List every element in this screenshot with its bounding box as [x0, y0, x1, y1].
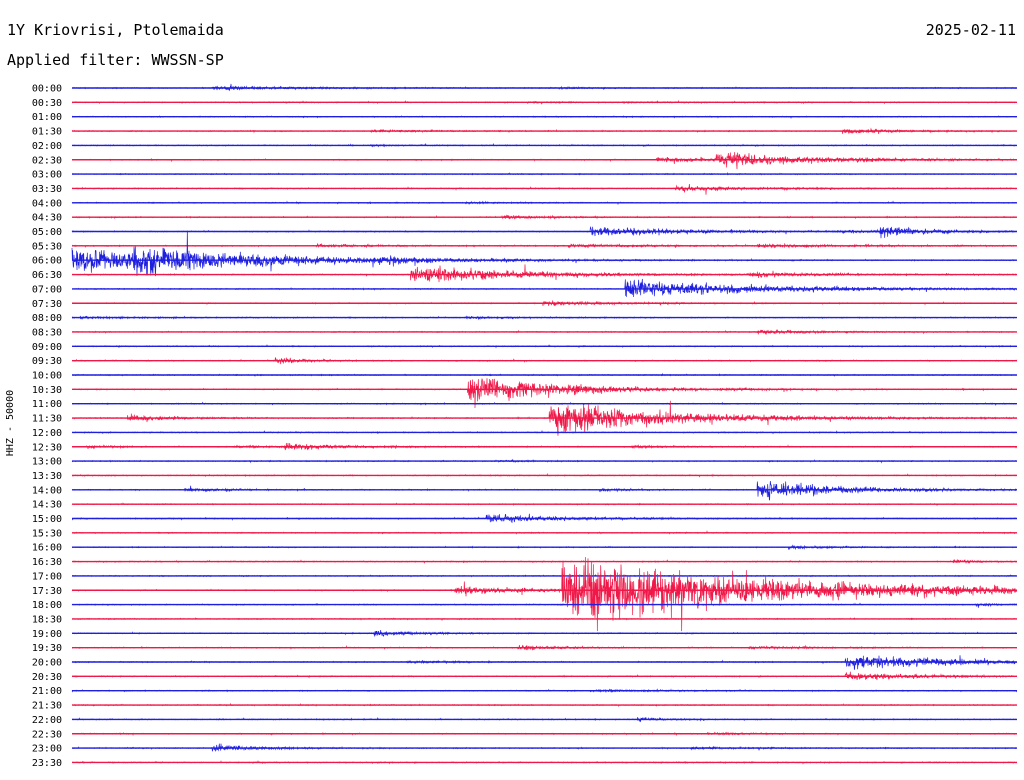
station-title: 1Y Kriovrisi, Ptolemaida — [7, 21, 224, 39]
date-label: 2025-02-11 — [925, 21, 1016, 39]
row-label: 04:30 — [32, 213, 62, 224]
trace-line — [71, 83, 1017, 92]
row-label: 05:30 — [32, 241, 62, 252]
row-label: 21:30 — [32, 701, 62, 712]
row-label: 18:00 — [32, 600, 62, 611]
traces — [71, 83, 1018, 765]
row-label: 20:30 — [32, 672, 62, 683]
row-labels: 00:00 00:30 01:00 01:30 02:00 02:30 03:00 03:30… — [32, 84, 62, 769]
row-label: 23:30 — [32, 758, 62, 769]
row-label: 06:00 — [32, 256, 62, 267]
row-label: 16:30 — [32, 557, 62, 568]
row-label: 12:00 — [32, 428, 62, 439]
row-label: 07:30 — [32, 299, 62, 310]
row-label: 00:00 — [32, 84, 62, 95]
row-label: 14:30 — [32, 500, 62, 511]
row-label: 03:00 — [32, 170, 62, 181]
row-label: 09:30 — [32, 356, 62, 367]
row-label: 17:00 — [32, 571, 62, 582]
row-label: 09:00 — [32, 342, 62, 353]
row-label: 07:00 — [32, 284, 62, 295]
row-label: 13:00 — [32, 457, 62, 468]
row-label: 12:30 — [32, 442, 62, 453]
row-label: 23:00 — [32, 744, 62, 755]
trace-line — [71, 152, 1017, 170]
trace-line — [71, 183, 1017, 195]
row-label: 15:30 — [32, 528, 62, 539]
row-label: 11:30 — [32, 414, 62, 425]
row-label: 00:30 — [32, 98, 62, 109]
row-label: 10:00 — [32, 371, 62, 382]
row-label: 22:00 — [32, 715, 62, 726]
row-label: 13:30 — [32, 471, 62, 482]
row-label: 08:30 — [32, 327, 62, 338]
row-label: 08:00 — [32, 313, 62, 324]
row-label: 04:00 — [32, 198, 62, 209]
row-label: 01:00 — [32, 112, 62, 123]
row-label: 19:00 — [32, 629, 62, 640]
row-label: 15:00 — [32, 514, 62, 525]
row-label: 17:30 — [32, 586, 62, 597]
row-label: 06:30 — [32, 270, 62, 281]
row-label: 20:00 — [32, 658, 62, 669]
row-label: 11:00 — [32, 399, 62, 410]
row-label: 18:30 — [32, 614, 62, 625]
trace-line — [72, 278, 1018, 297]
trace-line — [71, 230, 1017, 277]
trace-line — [71, 226, 1017, 239]
row-label: 16:00 — [32, 543, 62, 554]
row-label: 02:00 — [32, 141, 62, 152]
row-label: 22:30 — [32, 729, 62, 740]
row-label: 02:30 — [32, 155, 62, 166]
row-label: 05:00 — [32, 227, 62, 238]
row-label: 03:30 — [32, 184, 62, 195]
row-label: 01:30 — [32, 127, 62, 138]
filter-label: Applied filter: WWSSN-SP — [7, 51, 224, 69]
row-label: 21:00 — [32, 686, 62, 697]
row-label: 19:30 — [32, 643, 62, 654]
trace-line — [71, 557, 1018, 632]
trace-line — [71, 264, 1017, 283]
row-label: 10:30 — [32, 385, 62, 396]
row-label: 14:00 — [32, 485, 62, 496]
